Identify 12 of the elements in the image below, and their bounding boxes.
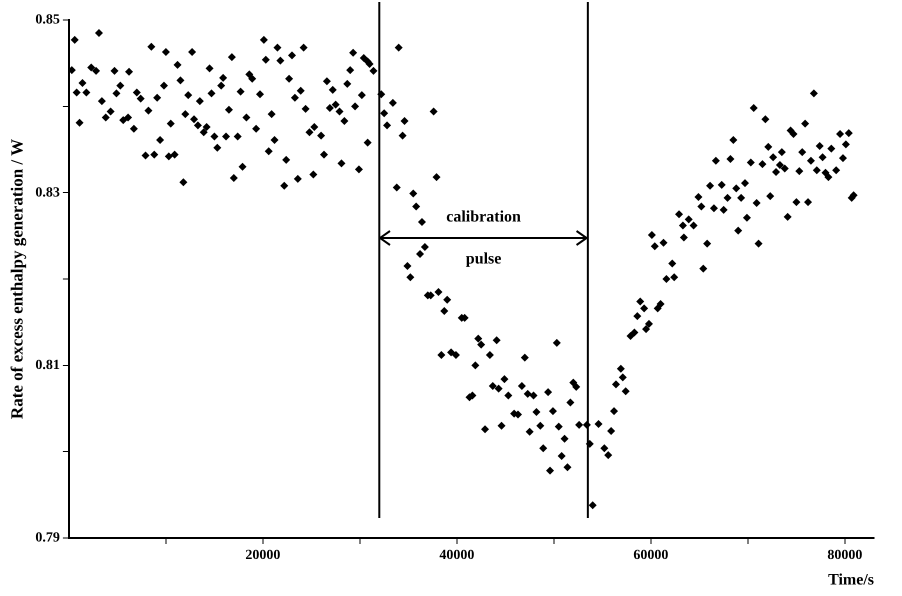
x-axis-title: Time/s bbox=[828, 572, 874, 589]
y-tick-label: 0.79 bbox=[35, 530, 60, 546]
y-tick-label: 0.81 bbox=[35, 358, 60, 373]
y-tick-label: 0.83 bbox=[35, 185, 60, 200]
y-axis-title: Rate of excess enthalpy generation / W bbox=[8, 138, 27, 420]
annotation: pulse bbox=[466, 250, 502, 268]
annotation: calibration bbox=[446, 208, 522, 226]
x-tick-label: 80000 bbox=[827, 548, 862, 564]
x-tick-label: 40000 bbox=[439, 548, 474, 564]
x-tick-label: 20000 bbox=[245, 548, 280, 564]
x-tick-label: 60000 bbox=[633, 548, 668, 564]
y-tick-label: 0.85 bbox=[35, 12, 60, 28]
